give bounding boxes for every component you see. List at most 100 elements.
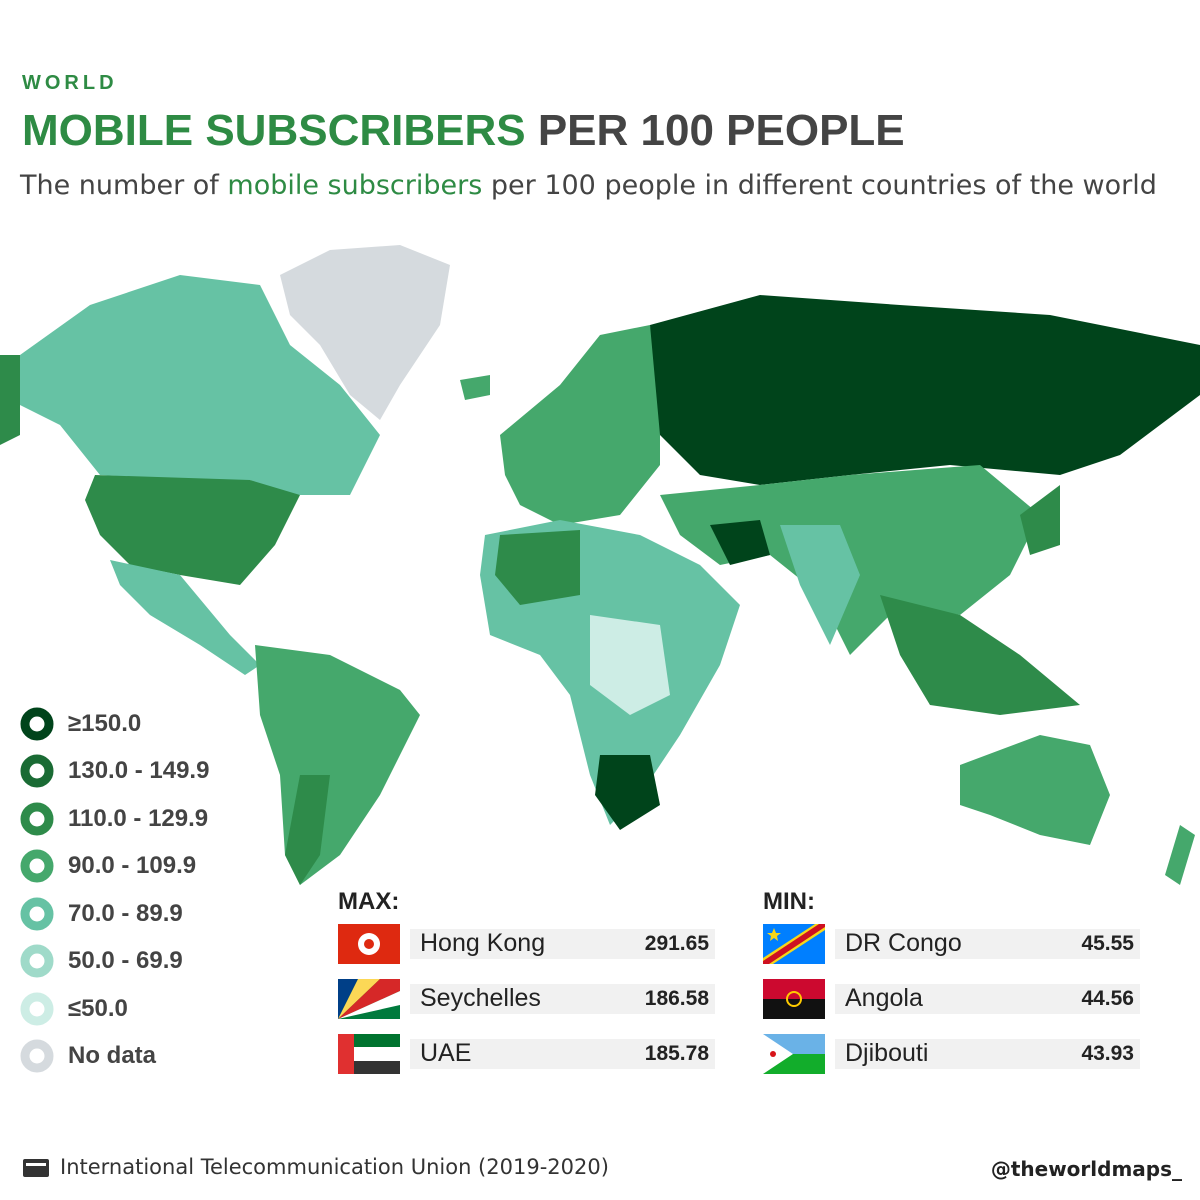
world-map xyxy=(0,245,1200,885)
usa xyxy=(85,475,300,585)
flag xyxy=(763,978,825,1019)
source-icon xyxy=(23,1159,49,1177)
flag xyxy=(338,923,400,964)
title: MOBILE SUBSCRIBERS PER 100 PEOPLE xyxy=(22,106,905,156)
central-africa xyxy=(590,615,670,715)
row-cell: UAE 185.78 xyxy=(410,1038,715,1069)
india xyxy=(780,525,860,645)
country-name: DR Congo xyxy=(845,929,962,957)
country-name: Hong Kong xyxy=(420,929,546,957)
handle: @theworldmaps_ xyxy=(990,1157,1182,1181)
europe xyxy=(500,325,660,525)
country-value: 185.78 xyxy=(644,1041,709,1065)
south-africa xyxy=(595,755,660,830)
legend-label: ≥150.0 xyxy=(68,709,142,737)
table-row: Hong Kong 291.65 xyxy=(338,916,715,971)
iceland xyxy=(460,375,490,400)
legend-item: 70.0 - 89.9 xyxy=(20,890,209,938)
country-value: 45.55 xyxy=(1081,931,1134,955)
country-name: Angola xyxy=(845,984,923,1012)
subtitle-start: The number of xyxy=(20,170,219,201)
legend: ≥150.0 130.0 - 149.9 110.0 - 129.9 90.0 - 1… xyxy=(20,700,209,1080)
southeast-asia xyxy=(880,595,1080,715)
north-africa xyxy=(495,530,580,605)
row-cell: Seychelles 186.58 xyxy=(410,983,715,1014)
max-label: MAX: xyxy=(338,888,400,915)
table-row: DR Congo 45.55 xyxy=(763,916,1140,971)
canada xyxy=(20,275,380,495)
legend-label: 70.0 - 89.9 xyxy=(68,899,183,927)
kicker: WORLD xyxy=(22,72,118,94)
min-table: MIN: DR Congo 45.55 Angola 44.56 Djibouti 43.… xyxy=(763,888,1140,1081)
min-label: MIN: xyxy=(763,888,815,915)
central-america xyxy=(110,560,260,675)
legend-swatch xyxy=(20,897,54,931)
legend-label: No data xyxy=(68,1042,157,1070)
argentina xyxy=(285,775,330,885)
legend-swatch xyxy=(20,849,54,883)
source-text: International Telecommunication Union (2… xyxy=(60,1155,609,1179)
legend-item: ≥150.0 xyxy=(20,700,209,748)
country-value: 44.56 xyxy=(1081,986,1134,1010)
legend-swatch xyxy=(20,1039,54,1073)
flag xyxy=(763,1033,825,1074)
legend-label: 110.0 - 129.9 xyxy=(68,804,209,832)
legend-item: 50.0 - 69.9 xyxy=(20,938,209,986)
greenland xyxy=(280,245,450,420)
legend-item: 130.0 - 149.9 xyxy=(20,748,209,796)
subtitle-end: per 100 people in different countries of… xyxy=(490,170,1157,201)
legend-item: ≤50.0 xyxy=(20,985,209,1033)
country-name: Djibouti xyxy=(845,1039,929,1067)
legend-ring xyxy=(20,897,54,931)
legend-swatch xyxy=(20,802,54,836)
iran xyxy=(710,520,770,565)
legend-swatch xyxy=(20,754,54,788)
legend-swatch xyxy=(20,992,54,1026)
title-rest: PER 100 PEOPLE xyxy=(537,106,905,155)
legend-ring xyxy=(20,944,54,978)
max-rows: Hong Kong 291.65 Seychelles 186.58 UAE 185.78 xyxy=(338,916,715,1081)
row-cell: DR Congo 45.55 xyxy=(835,928,1140,959)
legend-ring xyxy=(20,849,54,883)
legend-label: ≤50.0 xyxy=(68,994,128,1022)
country-name: Seychelles xyxy=(420,984,541,1012)
legend-item: 90.0 - 109.9 xyxy=(20,843,209,891)
legend-swatch xyxy=(20,707,54,741)
source: International Telecommunication Union (2… xyxy=(22,1155,609,1179)
new-zealand xyxy=(1165,825,1195,885)
title-highlight: MOBILE SUBSCRIBERS xyxy=(22,106,526,155)
table-row: Angola 44.56 xyxy=(763,971,1140,1026)
legend-label: 50.0 - 69.9 xyxy=(68,947,183,975)
min-rows: DR Congo 45.55 Angola 44.56 Djibouti 43.93 xyxy=(763,916,1140,1081)
legend-ring xyxy=(20,992,54,1026)
country-name: UAE xyxy=(420,1039,472,1067)
south-america xyxy=(255,645,420,885)
country-value: 186.58 xyxy=(644,986,709,1010)
country-value: 291.65 xyxy=(644,931,709,955)
row-cell: Angola 44.56 xyxy=(835,983,1140,1014)
table-row: UAE 185.78 xyxy=(338,1026,715,1081)
legend-label: 90.0 - 109.9 xyxy=(68,852,197,880)
subtitle: The number of mobile subscribers per 100… xyxy=(20,170,1157,201)
legend-ring xyxy=(20,754,54,788)
russia xyxy=(650,295,1200,485)
legend-ring xyxy=(20,707,54,741)
legend-swatch xyxy=(20,944,54,978)
table-row: Seychelles 186.58 xyxy=(338,971,715,1026)
subtitle-highlight: mobile subscribers xyxy=(227,170,483,201)
legend-label: 130.0 - 149.9 xyxy=(68,757,210,785)
legend-item: No data xyxy=(20,1033,209,1081)
row-cell: Hong Kong 291.65 xyxy=(410,928,715,959)
legend-ring xyxy=(20,802,54,836)
country-value: 43.93 xyxy=(1081,1041,1134,1065)
row-cell: Djibouti 43.93 xyxy=(835,1038,1140,1069)
australia xyxy=(960,735,1110,845)
table-row: Djibouti 43.93 xyxy=(763,1026,1140,1081)
alaska xyxy=(0,355,20,445)
legend-item: 110.0 - 129.9 xyxy=(20,795,209,843)
japan xyxy=(1020,485,1060,555)
flag xyxy=(338,978,400,1019)
max-table: MAX: Hong Kong 291.65 Seychelles 186.58 UAE 1… xyxy=(338,888,715,1081)
flag xyxy=(338,1033,400,1074)
